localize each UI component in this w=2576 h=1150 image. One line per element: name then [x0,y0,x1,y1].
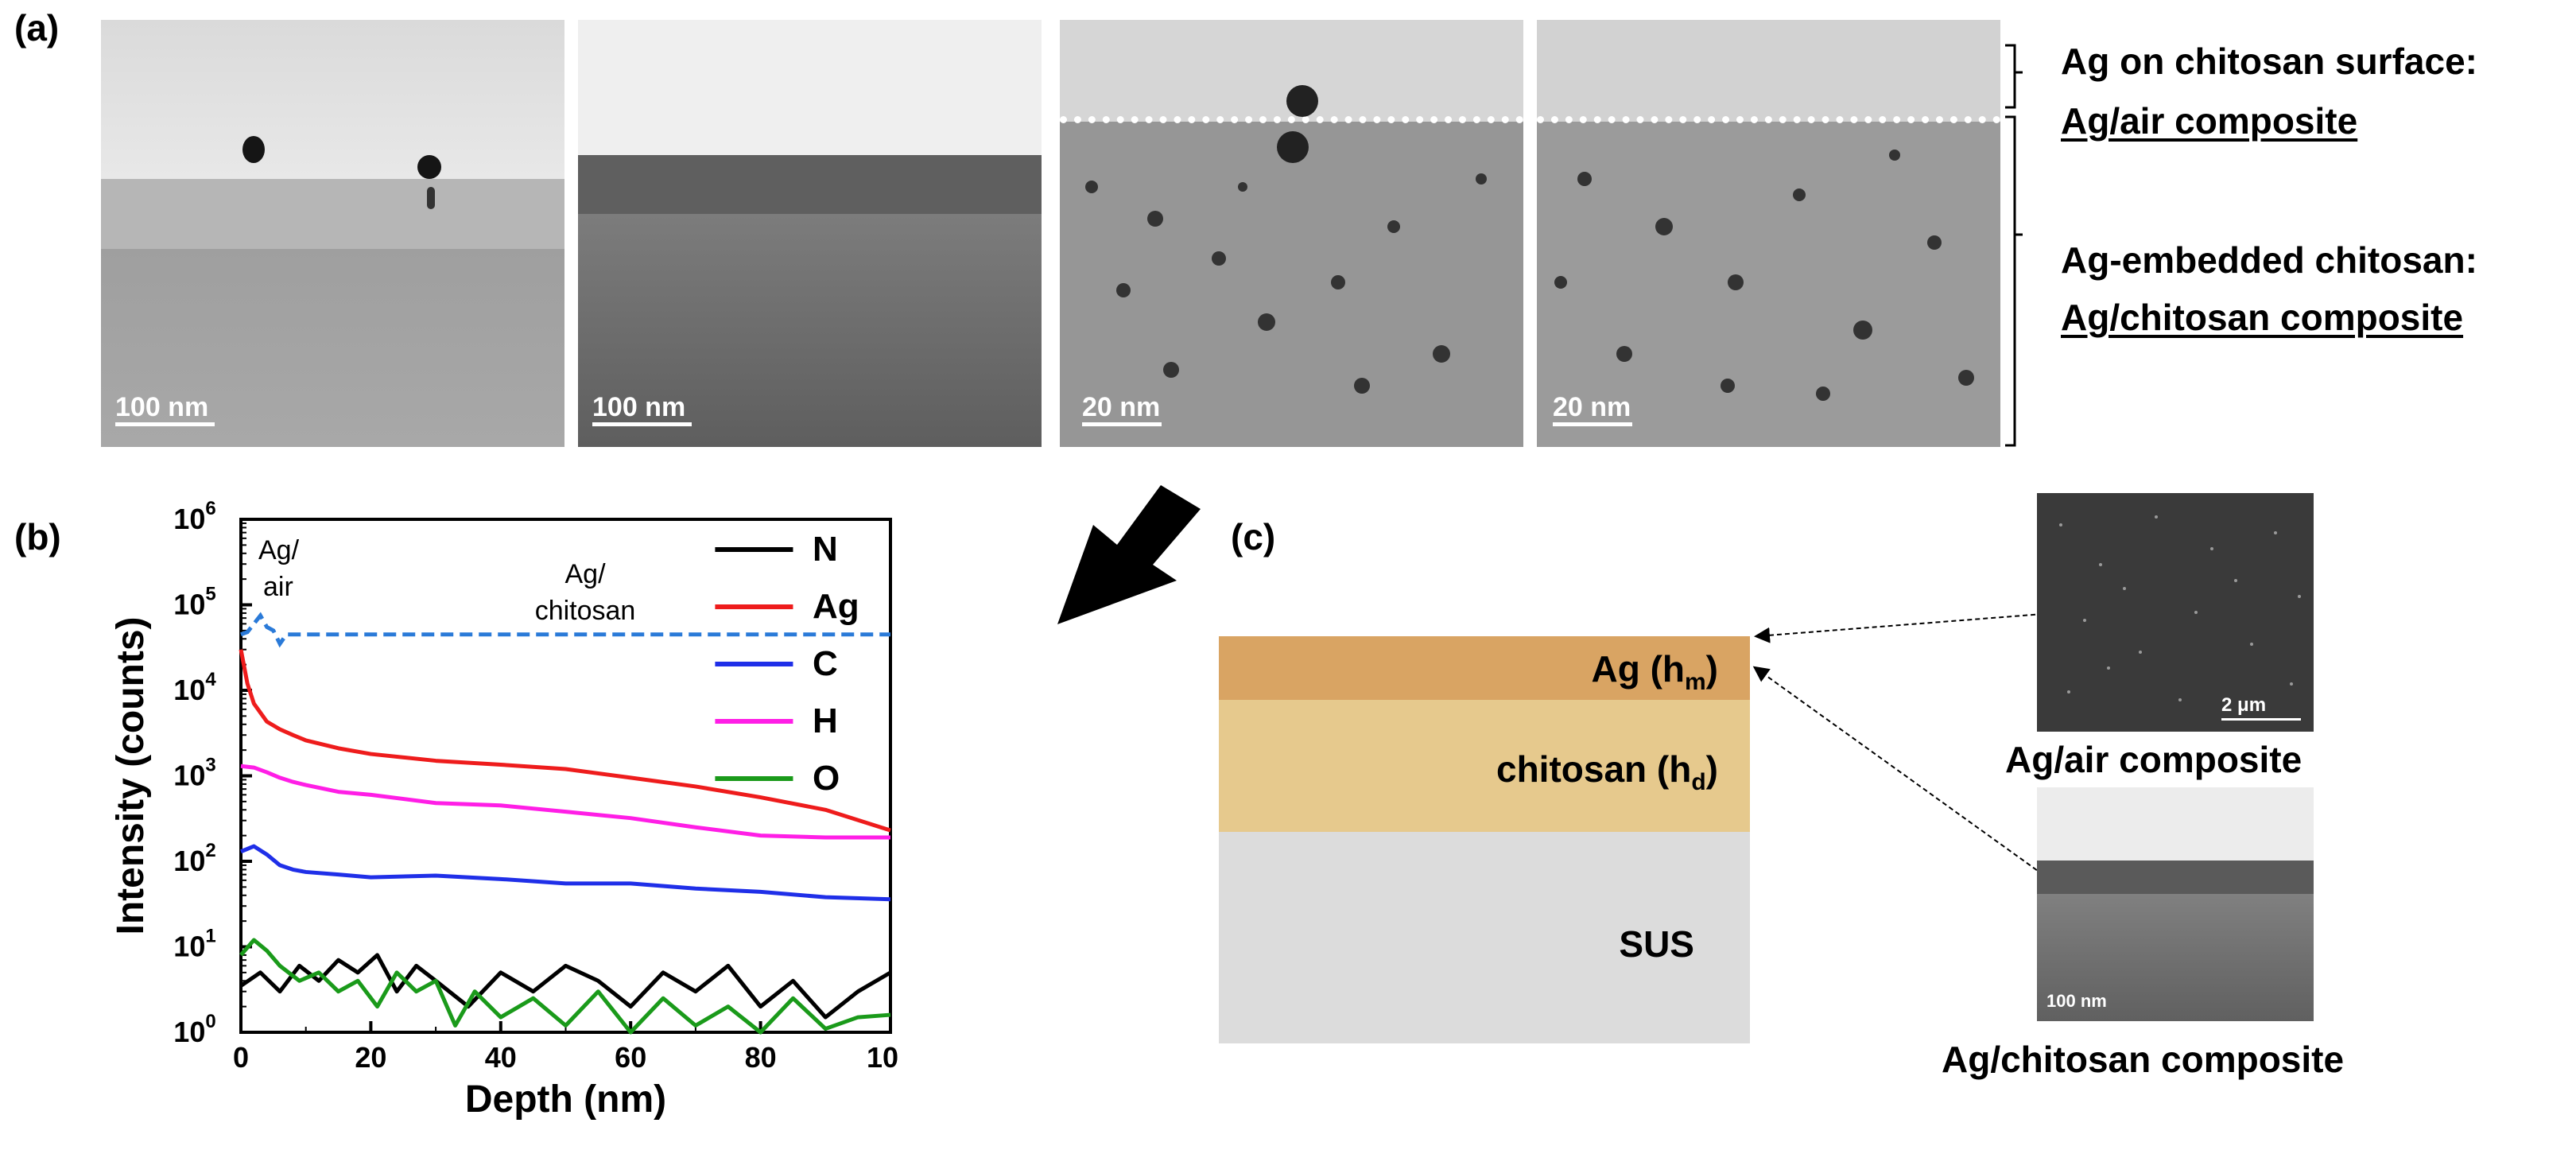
x-tick-label: 0 [233,1041,249,1074]
y-tick-label: 105 [173,584,215,621]
y-tick-label: 102 [173,840,215,877]
tem-image-1: 100 nm [101,20,564,447]
legend-label-h: H [813,701,838,740]
legend-label-o: O [813,759,840,798]
chitosan-layer-sub: d [1691,769,1706,796]
y-tick-label: 106 [173,498,215,535]
annotation-bottom-title: Ag-embedded chitosan: [2061,239,2477,281]
x-tick-label: 20 [355,1041,386,1074]
top-image-caption: Ag/air composite [2005,739,2302,780]
bottom-image-caption: Ag/chitosan composite [1942,1039,2345,1080]
legend-label-ag: Ag [813,587,859,626]
panel-a-label: (a) [14,7,60,49]
panel-b-label: (b) [14,516,61,558]
tem-image-3: 20 nm [1060,20,1523,447]
series-line-o [239,938,891,1035]
small-scale-bar: 100 nm [2046,991,2107,1011]
series-line-c [240,844,891,902]
y-tick-label: 104 [173,669,216,706]
x-tick-label: 100 [867,1041,898,1074]
scale-bar: 20 nm [1082,392,1162,426]
annotation-top-title: Ag on chitosan surface: [2061,41,2477,82]
arrow-icon [1057,485,1201,624]
chitosan-layer-label: chitosan (h [1496,748,1692,790]
ag-layer-sub: m [1684,669,1706,696]
y-axis-label: Intensity (counts) [110,616,152,934]
region-label-line2: air [263,572,293,602]
sem-scale-bar: 2 μm [2221,694,2301,721]
series-line-h [240,763,890,840]
bracket-lines [2005,44,2023,447]
scale-bar: 100 nm [592,392,692,426]
sem-image-top: 2 μm [2037,493,2314,732]
y-tick-label: 103 [173,755,215,792]
ag-layer: Ag (hm) [1219,636,1750,700]
x-tick-label: 40 [485,1041,517,1074]
depth-profile-chart: 100 101 102 103 104 105 106 0 20 40 60 80 100 Depth (… [110,498,898,1121]
chitosan-layer: chitosan (hd) [1219,700,1750,832]
ag-layer-label: Ag (h [1591,648,1685,690]
panel-c-label: (c) [1231,516,1276,558]
legend-label-n: N [813,530,838,569]
series-line-ag [239,649,891,833]
annotation-top-sub: Ag/air composite [2061,100,2358,142]
x-tick-label: 60 [615,1041,646,1074]
series-line-n [239,953,892,1020]
sus-label: SUS [1619,923,1694,965]
legend-label-c: C [813,644,838,683]
region-label-line2: chitosan [535,596,636,626]
y-tick-label: 101 [173,926,215,963]
tem-image-4: 20 nm [1537,20,2000,447]
scale-bar: 20 nm [1553,392,1632,426]
boundary-line [240,612,890,648]
region-label-line1: Ag/ [258,535,300,565]
annotation-bottom-sub: Ag/chitosan composite [2061,297,2464,338]
sus-substrate: SUS [1219,832,1750,1043]
scale-bar: 100 nm [115,392,215,426]
region-label-line1: Ag/ [564,559,606,589]
tem-image-small: 100 nm [2037,787,2314,1021]
x-tick-label: 80 [745,1041,777,1074]
x-axis-label: Depth (nm) [465,1078,666,1121]
pointer-arrows [1752,613,2044,876]
tem-image-2: 100 nm [578,20,1042,447]
y-tick-label: 100 [173,1011,215,1048]
